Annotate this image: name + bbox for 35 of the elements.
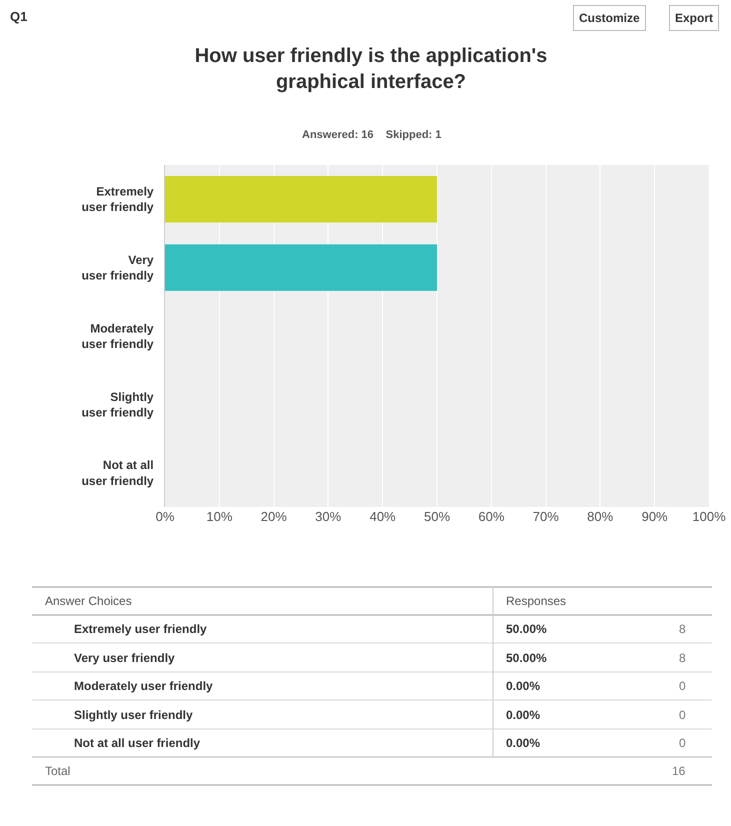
text: 8 — [679, 622, 686, 636]
y-tick-label: Not at all user friendly — [82, 458, 154, 488]
x-tick-label: 30% — [315, 509, 342, 524]
text: Responses — [506, 594, 566, 608]
x-tick-label: 40% — [370, 509, 396, 524]
x-tick-label: 60% — [478, 509, 505, 524]
x-tick-label: 100% — [692, 509, 726, 524]
text: 50.00% — [506, 651, 548, 665]
text: 0 — [679, 679, 686, 693]
text: Total — [45, 764, 70, 778]
x-tick-label: 0% — [156, 509, 175, 524]
text: 0.00% — [506, 679, 540, 693]
text: 0.00% — [506, 708, 540, 722]
y-tick-label: Slightly user friendly — [82, 390, 154, 420]
y-tick-label: Very user friendly — [82, 253, 154, 283]
text: 8 — [679, 651, 686, 665]
text: 0.00% — [506, 736, 540, 750]
text: Q1 — [10, 9, 28, 24]
x-tick-label: 10% — [206, 509, 233, 524]
y-tick-label: Moderately user friendly — [82, 321, 154, 351]
x-tick-label: 80% — [587, 509, 614, 524]
text: 0 — [679, 736, 686, 750]
text: Answer Choices — [45, 594, 132, 608]
x-tick-label: 20% — [260, 509, 288, 524]
x-tick-label: 70% — [532, 509, 560, 524]
text: Customize — [579, 11, 640, 25]
text: 0 — [679, 708, 686, 722]
x-tick-label: 50% — [424, 509, 450, 524]
x-tick-label: 90% — [642, 509, 668, 524]
y-tick-label: Extremely user friendly — [82, 184, 154, 214]
text: Export — [675, 11, 714, 25]
text: 50.00% — [506, 622, 548, 636]
chart-subtitle: Answered: 16 Skipped: 1 — [302, 129, 442, 141]
text: 16 — [672, 764, 686, 778]
chart-title: How user friendly is the application's graphical interface? — [194, 45, 548, 93]
